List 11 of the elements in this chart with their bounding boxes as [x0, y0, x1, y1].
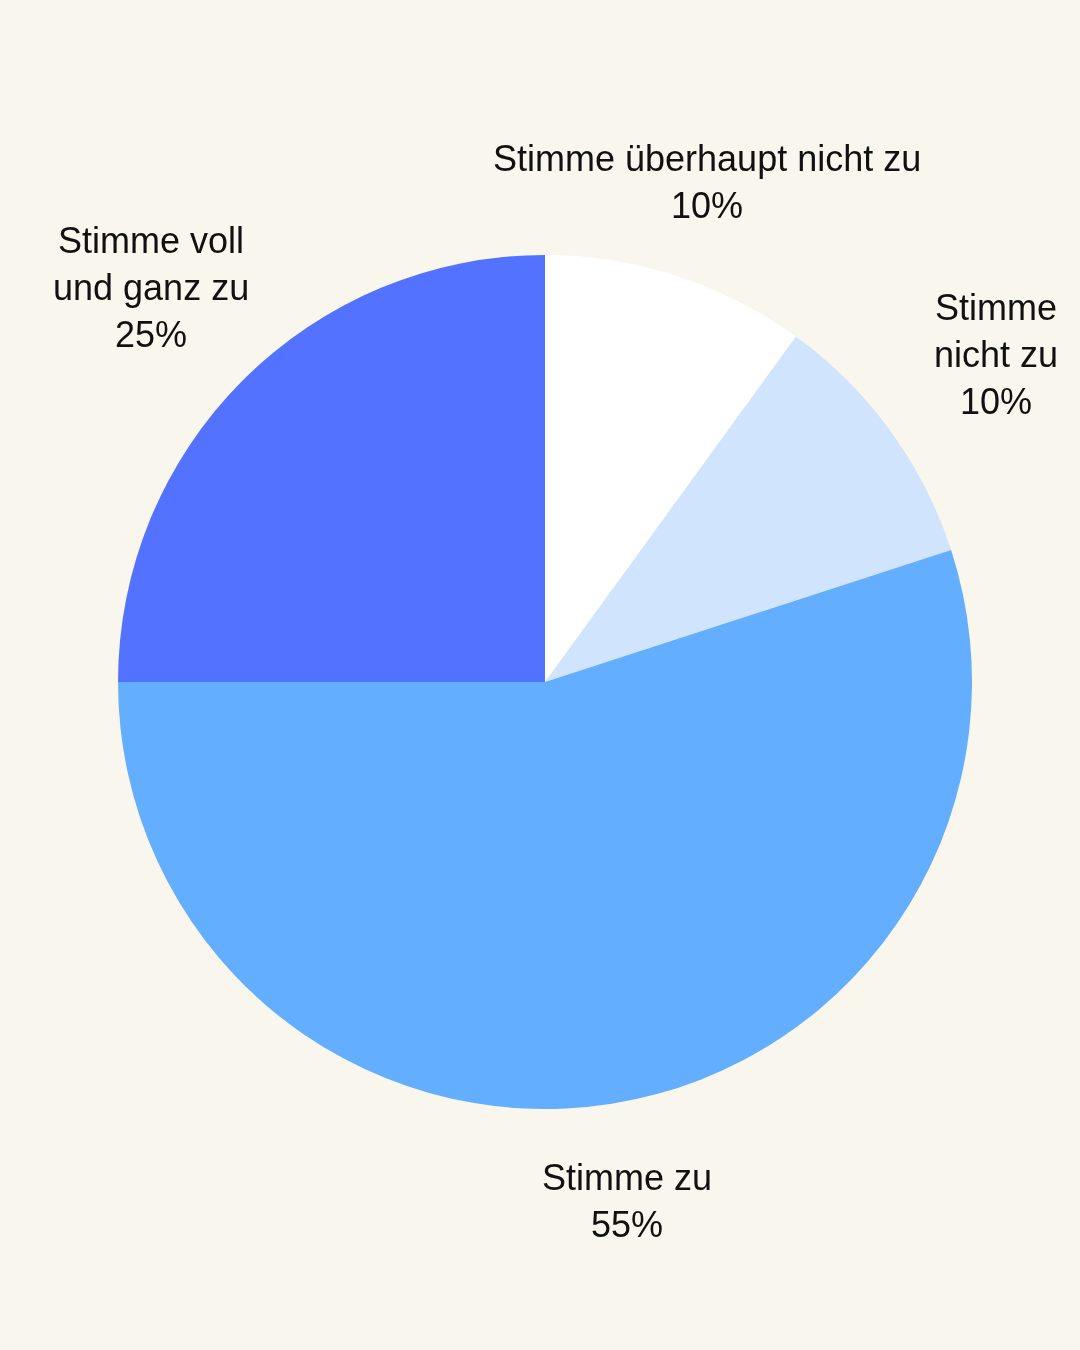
data-label: 25% — [115, 313, 188, 355]
pie-slice — [545, 255, 796, 682]
slice-label: Stimme zu — [542, 1157, 713, 1198]
pie-slice — [118, 255, 545, 682]
slice-label: Stimme nicht zu — [934, 287, 1059, 375]
data-label: 10% — [960, 380, 1033, 422]
data-label: 10% — [671, 184, 744, 226]
pie-slice — [118, 550, 972, 1109]
data-label: 55% — [590, 1203, 664, 1245]
slice-label: Stimme überhaupt nicht zu — [493, 138, 922, 179]
slice-label: Stimme voll und ganz zu — [53, 220, 250, 308]
